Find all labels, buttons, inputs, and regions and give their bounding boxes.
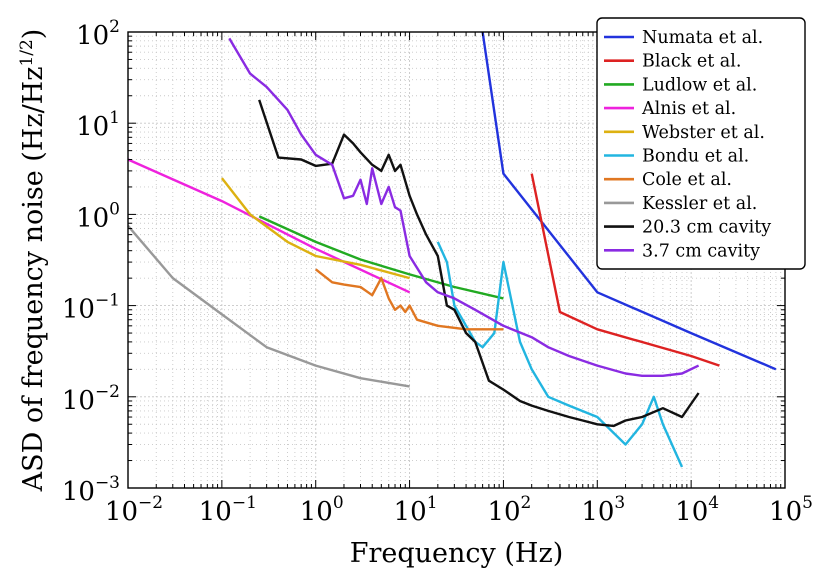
x-tick-label: 10−1 [199, 493, 257, 527]
legend: Numata et al. Black et al. Ludlow et al. Al… [596, 17, 806, 270]
y-tick-label: 100 [76, 199, 120, 233]
legend-label-7: Cole et al. [642, 170, 732, 190]
y-tick-label: 10−2 [62, 382, 120, 416]
legend-label-6: Bondu et al. [642, 147, 749, 167]
legend-box [596, 17, 806, 270]
x-tick-label: 10−2 [105, 493, 163, 527]
legend-label-1: Numata et al. [642, 28, 763, 48]
series-line-9 [258, 99, 700, 428]
series-line-1 [481, 31, 777, 371]
x-axis-label: Frequency (Hz) [350, 538, 563, 569]
y-tick-label: 10−3 [62, 473, 120, 507]
series-line-5 [220, 177, 410, 280]
legend-label-10: 3.7 cm cavity [642, 241, 760, 261]
legend-label-2: Black et al. [642, 52, 741, 72]
tick-labels: 10−2 10−1 100 101 102 103 104 10510−310−210−110… [62, 17, 813, 527]
series-line-10 [228, 37, 700, 377]
legend-label-5: Webster et al. [642, 123, 765, 143]
y-axis-label-close: ) [18, 29, 49, 40]
x-tick-label: 101 [394, 493, 438, 527]
x-tick-label: 104 [675, 493, 719, 527]
x-tick-label: 103 [581, 493, 625, 527]
legend-label-3: Ludlow et al. [642, 75, 757, 95]
y-tick-label: 102 [76, 17, 120, 51]
x-tick-label: 105 [769, 493, 813, 527]
series-line-7 [314, 268, 504, 331]
legend-label-8: Kessler et al. [642, 194, 757, 214]
x-tick-label: 102 [487, 493, 531, 527]
series-line-4 [127, 158, 411, 294]
series-line-8 [127, 225, 410, 388]
y-axis-label-exponent: 1/2 [17, 39, 37, 66]
legend-label-4: Alnis et al. [641, 99, 736, 119]
y-axis-label: ASD of frequency noise (Hz/Hz1/2) [17, 29, 49, 493]
series-line-2 [530, 173, 720, 367]
legend-items: Numata et al. Black et al. Ludlow et al. Al… [604, 28, 771, 261]
series-group [127, 31, 777, 468]
y-tick-label: 10−1 [62, 291, 120, 325]
y-axis-label-main: ASD of frequency noise (Hz/Hz [18, 67, 49, 493]
series-line-3 [258, 215, 504, 300]
x-tick-label: 100 [300, 493, 344, 527]
legend-label-9: 20.3 cm cavity [642, 218, 771, 238]
series-line-6 [436, 241, 684, 468]
y-tick-label: 101 [76, 108, 120, 142]
